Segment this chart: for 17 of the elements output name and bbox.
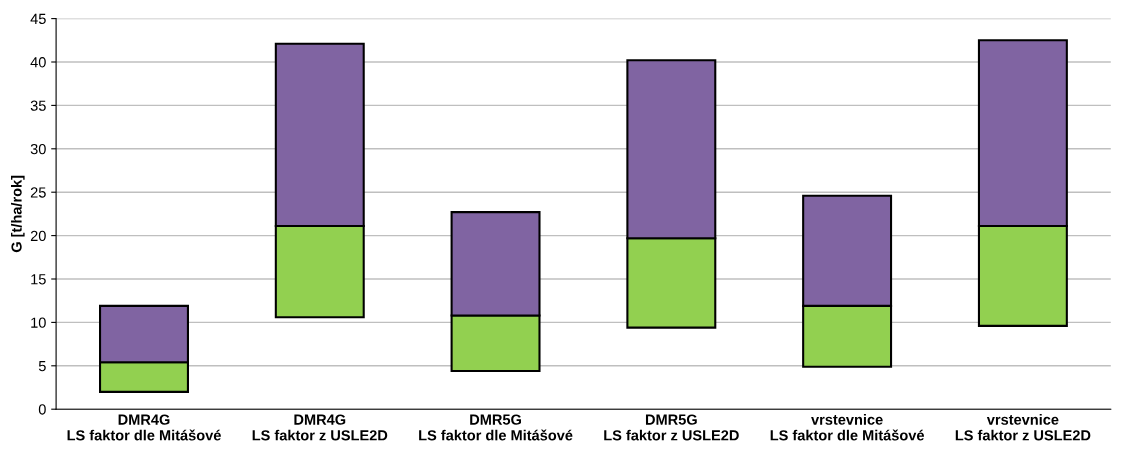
y-tick-label: 20 [30,230,46,242]
y-tick-label: 35 [30,100,46,111]
y-tick-label: 10 [31,317,46,328]
x-tick-label: vrstevnice LS faktor dle Mitášové [770,414,925,441]
y-axis-title: G [t/ha/rok] [11,175,25,253]
y-tick-label: 25 [30,187,46,198]
y-tick-label: 40 [30,57,46,68]
y-tick-label: 30 [30,143,46,155]
y-tick-label: 0 [38,404,46,415]
y-tick-label: 45 [30,13,46,25]
x-tick-label: DMR4G LS faktor dle Mitášové [67,414,221,441]
x-tick-label: DMR5G LS faktor dle Mitášové [419,414,573,441]
x-tick-label: vrstevnice LS faktor z USLE2D [955,414,1091,441]
y-tick-label: 15 [31,274,46,285]
y-tick-label: 5 [38,361,46,372]
x-tick-label: DMR5G LS faktor z USLE2D [604,414,739,441]
x-tick-label: DMR4G LS faktor z USLE2D [252,414,388,441]
